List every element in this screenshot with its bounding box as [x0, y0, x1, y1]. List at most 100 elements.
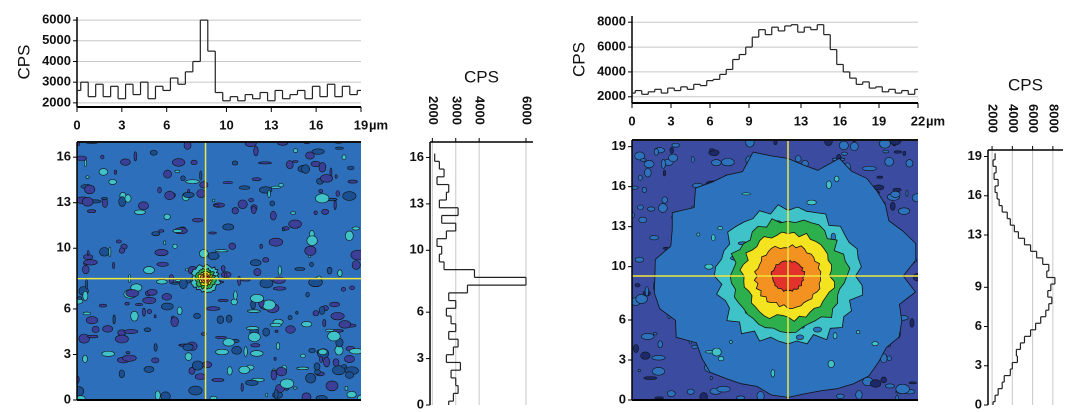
y-tick-label: 3 [975, 357, 982, 372]
y-tick-label: 3000 [42, 74, 71, 89]
contour-blob [651, 355, 666, 361]
contour-blob [911, 193, 918, 203]
contour-blob [641, 187, 647, 193]
plot-area [434, 153, 527, 405]
contour-blob [651, 367, 666, 376]
contour-blob [78, 333, 90, 344]
contour-blob [824, 140, 833, 146]
contour-blob [172, 158, 186, 167]
contour-blob [281, 228, 285, 232]
y-tick-label: 0 [417, 396, 424, 411]
contour-blob [327, 331, 341, 342]
contour-blob [245, 326, 260, 331]
contour-blob [309, 262, 314, 268]
contour-blob [869, 379, 882, 388]
contour-blob [100, 154, 105, 160]
contour-blob [135, 303, 143, 306]
contour-blob [153, 343, 158, 352]
contour-blob [709, 376, 713, 381]
contour-blob [813, 326, 822, 333]
contour-blob [341, 154, 347, 160]
contour-blob [342, 191, 357, 201]
contour-blob [273, 357, 277, 361]
contour-blob [736, 395, 746, 400]
contour-blob [745, 140, 755, 148]
x-tick-label: 6000 [1026, 104, 1041, 133]
contour-blob [81, 196, 94, 207]
contour-blob [862, 166, 877, 171]
contour-blob [641, 333, 655, 340]
x-tick-label: 9 [745, 113, 752, 128]
contour-blob [347, 165, 355, 171]
contour-blob [214, 249, 229, 253]
contour-blob [806, 199, 817, 206]
contour-blob [884, 156, 894, 167]
contour-blob [292, 386, 298, 390]
contour-blob [773, 140, 778, 146]
contour-blob [351, 260, 361, 270]
contour-blob [108, 179, 117, 185]
contour-blob [278, 182, 284, 188]
contour-blob [832, 332, 838, 340]
contour-blob [315, 193, 330, 204]
contour-blob [164, 190, 175, 200]
contour-blob [250, 350, 264, 357]
x-unit-label: µm [369, 117, 388, 132]
y-tick-label: 13 [410, 195, 424, 210]
contour-blob [222, 223, 235, 231]
contour-blob [337, 269, 343, 277]
contour-blob [211, 378, 225, 382]
contour-blob [323, 356, 331, 368]
contour-blob [99, 247, 110, 257]
contour-blob [318, 162, 327, 173]
contour-blob [84, 184, 96, 195]
contour-blob [834, 175, 840, 182]
x-tick-label: 19 [354, 117, 368, 132]
contour-blob [909, 318, 915, 328]
contour-blob [188, 385, 203, 396]
contour-blob [192, 217, 204, 223]
contour-blob [879, 140, 891, 149]
contour-blob [305, 373, 317, 384]
contour-blob [308, 347, 316, 354]
contour-blob [326, 266, 333, 275]
contour-blob [262, 327, 270, 337]
contour-blob [696, 232, 701, 237]
contour-blob [241, 278, 251, 282]
y-tick-label: 13 [968, 226, 982, 241]
contour-blob [335, 146, 344, 150]
contour-blob [357, 394, 361, 400]
contour-blob [880, 376, 887, 384]
contour-blob [634, 283, 641, 288]
contour-blob [717, 356, 725, 362]
contour-blob [248, 332, 261, 342]
contour-blob [83, 259, 98, 266]
contour-blob [185, 267, 189, 272]
contour-blob [272, 286, 287, 291]
contour-blob [237, 199, 248, 209]
contour-blob [711, 159, 722, 167]
plot-area [77, 19, 361, 102]
contour-blob [704, 263, 714, 270]
contour-blob [295, 310, 299, 315]
contour-blob [124, 194, 132, 203]
contour-blob [643, 376, 658, 380]
contour-blob [112, 314, 116, 325]
contour-blob [640, 158, 647, 162]
contour-blob [82, 354, 88, 363]
contour-blob [123, 329, 139, 334]
contour-blob [334, 174, 338, 179]
contour-blob [313, 210, 318, 215]
contour-blob [671, 142, 680, 148]
contour-blob [143, 366, 155, 373]
contour-blob [344, 230, 354, 241]
contour-blob [657, 340, 663, 349]
y-tick-label: 16 [968, 187, 982, 202]
contour-blob [91, 325, 100, 333]
contour-blob [286, 160, 294, 170]
contour-blob [233, 290, 238, 301]
contour-blob [231, 207, 239, 215]
contour-blob [795, 334, 804, 341]
x-tick-label: 16 [833, 113, 847, 128]
